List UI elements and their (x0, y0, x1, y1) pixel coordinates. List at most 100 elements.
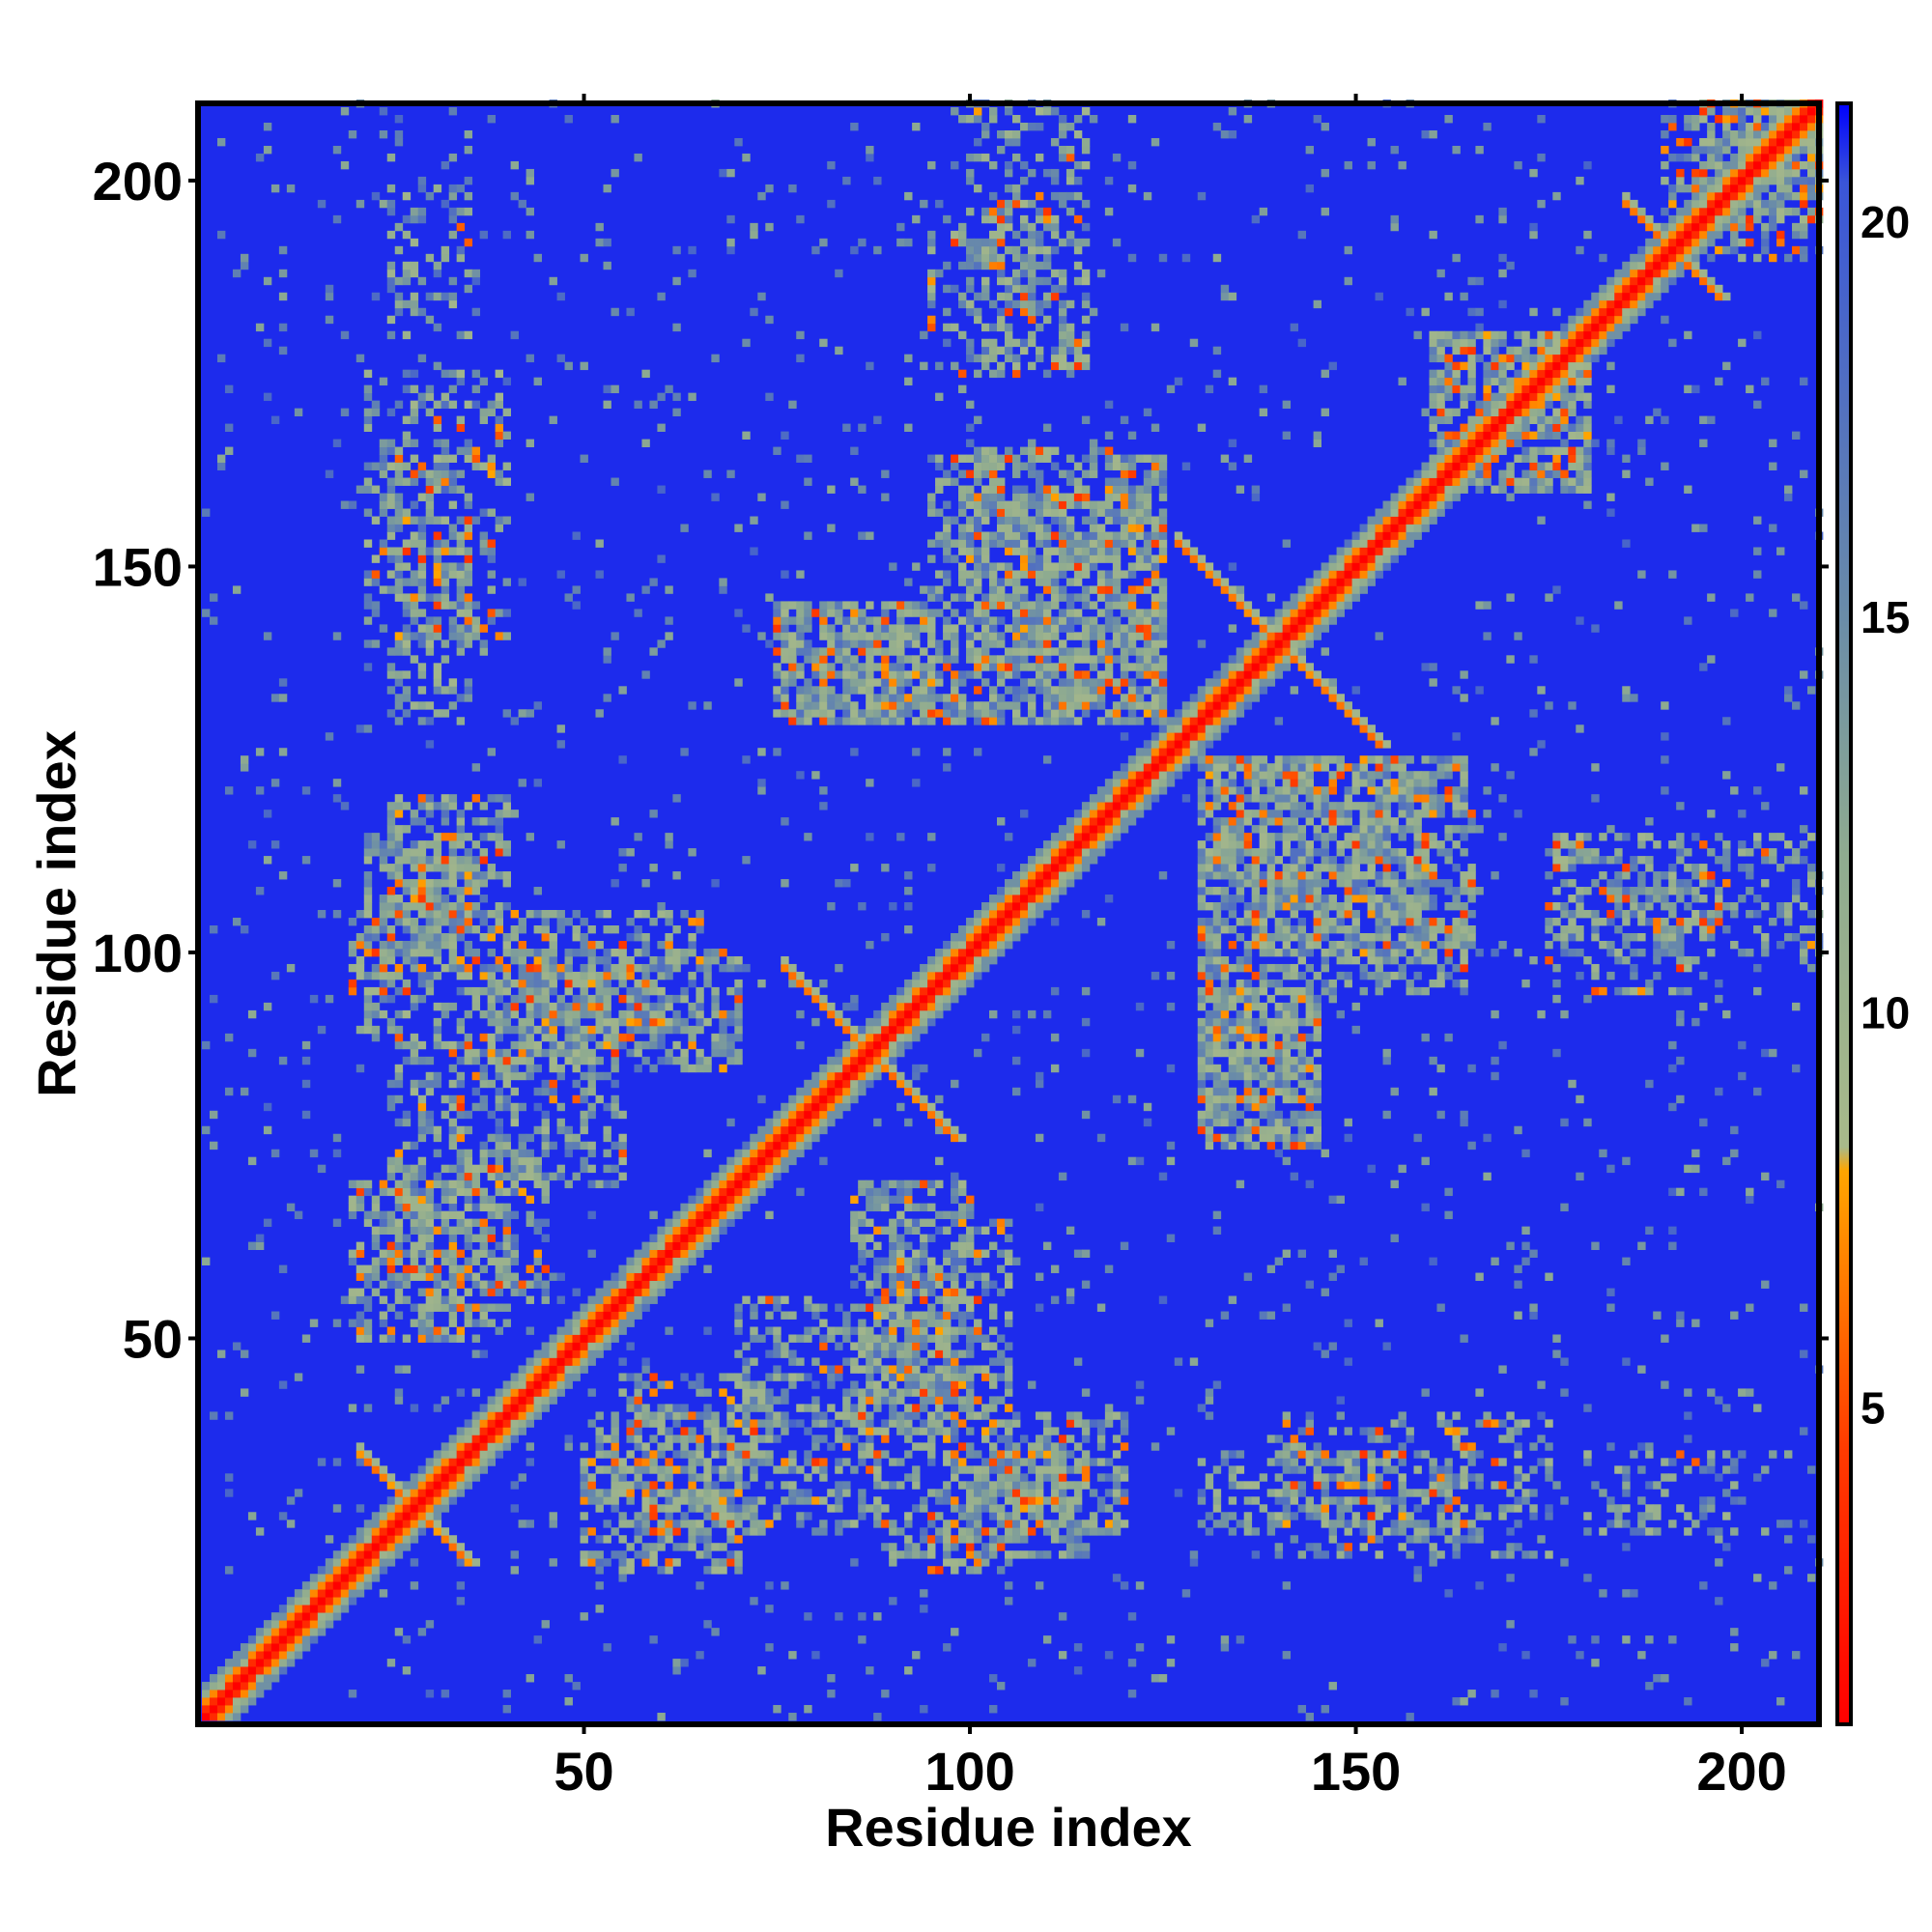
heatmap-cell (340, 1605, 350, 1613)
heatmap-cell (788, 1373, 797, 1381)
heatmap-cell (873, 1427, 882, 1435)
heatmap-cell (394, 864, 404, 872)
heatmap-cell (510, 160, 519, 170)
heatmap-cell (665, 1048, 673, 1058)
heatmap-cell (773, 446, 781, 455)
heatmap-cell (951, 1373, 959, 1381)
heatmap-cell (935, 1326, 944, 1335)
heatmap-cell (989, 1357, 998, 1366)
heatmap-cell (958, 469, 967, 478)
heatmap-cell (510, 1025, 519, 1035)
heatmap-cell (448, 469, 458, 478)
heatmap-cell (958, 562, 967, 571)
heatmap-cell (580, 1481, 588, 1490)
heatmap-cell (757, 1419, 766, 1428)
heatmap-cell (394, 856, 404, 865)
heatmap-cell (332, 1566, 342, 1575)
heatmap-cell (603, 971, 611, 980)
heatmap-cell (850, 686, 859, 695)
heatmap-cell (935, 655, 944, 664)
heatmap-cell (989, 323, 998, 332)
heatmap-cell (951, 1241, 959, 1250)
heatmap-cell (696, 1527, 704, 1536)
heatmap-cell (487, 616, 497, 625)
heatmap-cell (904, 1226, 913, 1236)
heatmap-cell (379, 454, 388, 463)
heatmap-cell (394, 554, 404, 563)
heatmap-cell (842, 1520, 851, 1528)
heatmap-cell (850, 1357, 859, 1366)
heatmap-cell (974, 137, 982, 147)
heatmap-cell (634, 1064, 642, 1073)
heatmap-cell (263, 338, 272, 348)
heatmap-cell (564, 1342, 573, 1350)
heatmap-cell (487, 1435, 497, 1443)
heatmap-cell (270, 415, 280, 425)
heatmap-cell (696, 1450, 704, 1459)
heatmap-cell (873, 1450, 882, 1459)
heatmap-cell (974, 1257, 982, 1265)
heatmap-cell (765, 1411, 774, 1420)
heatmap-cell (425, 856, 435, 865)
heatmap-cell (726, 1056, 735, 1065)
heatmap-cell (502, 1380, 511, 1389)
heatmap-cell (587, 925, 596, 934)
heatmap-cell (819, 238, 828, 247)
heatmap-cell (379, 1535, 388, 1544)
heatmap-cell (873, 1048, 882, 1058)
heatmap-cell (386, 1520, 396, 1528)
heatmap-cell (981, 601, 990, 610)
heatmap-cell (765, 1350, 774, 1358)
heatmap-cell (827, 1334, 836, 1343)
heatmap-cell (958, 115, 967, 124)
heatmap-cell (603, 1009, 611, 1019)
heatmap-cell (556, 1164, 565, 1174)
heatmap-cell (788, 1133, 797, 1143)
heatmap-cell (518, 1404, 526, 1412)
heatmap-cell (927, 230, 936, 240)
heatmap-cell (974, 585, 982, 594)
heatmap-cell (641, 1249, 650, 1258)
heatmap-cell (533, 779, 542, 787)
heatmap-cell (935, 1210, 944, 1220)
heatmap-cell (750, 1435, 758, 1443)
heatmap-cell (935, 1527, 944, 1536)
heatmap-cell (386, 524, 396, 532)
heatmap-cell (363, 833, 373, 841)
heatmap-cell (611, 1481, 619, 1490)
heatmap-cell (912, 1094, 921, 1104)
heatmap-cell (510, 1071, 519, 1081)
heatmap-cell (417, 1187, 427, 1197)
heatmap-cell (587, 1179, 596, 1189)
heatmap-cell (665, 1025, 673, 1035)
heatmap-cell (379, 500, 388, 509)
heatmap-cell (858, 902, 867, 911)
heatmap-cell (611, 1303, 619, 1312)
heatmap-cell (533, 701, 542, 710)
heatmap-cell (711, 1226, 720, 1236)
heatmap-cell (487, 979, 497, 988)
heatmap-cell (278, 245, 288, 255)
heatmap-cell (386, 1473, 396, 1482)
heatmap-cell (464, 686, 473, 695)
heatmap-cell (958, 1179, 967, 1189)
heatmap-cell (912, 1365, 921, 1374)
heatmap-cell (309, 1319, 319, 1327)
heatmap-cell (742, 1342, 751, 1350)
heatmap-cell (278, 323, 288, 332)
heatmap-cell (549, 1087, 557, 1096)
heatmap-cell (920, 709, 928, 718)
heatmap-cell (464, 971, 473, 980)
heatmap-cell (495, 1133, 504, 1143)
heatmap-cell (216, 1350, 226, 1358)
heatmap-cell (750, 1195, 758, 1205)
heatmap-cell (773, 694, 781, 702)
heatmap-cell (804, 1427, 812, 1435)
heatmap-cell (440, 454, 450, 463)
heatmap-cell (734, 1458, 743, 1466)
heatmap-cell (325, 292, 334, 301)
heatmap-cell (394, 129, 404, 139)
heatmap-cell (410, 1496, 419, 1505)
heatmap-cell (363, 1009, 373, 1019)
heatmap-cell (464, 1156, 473, 1166)
